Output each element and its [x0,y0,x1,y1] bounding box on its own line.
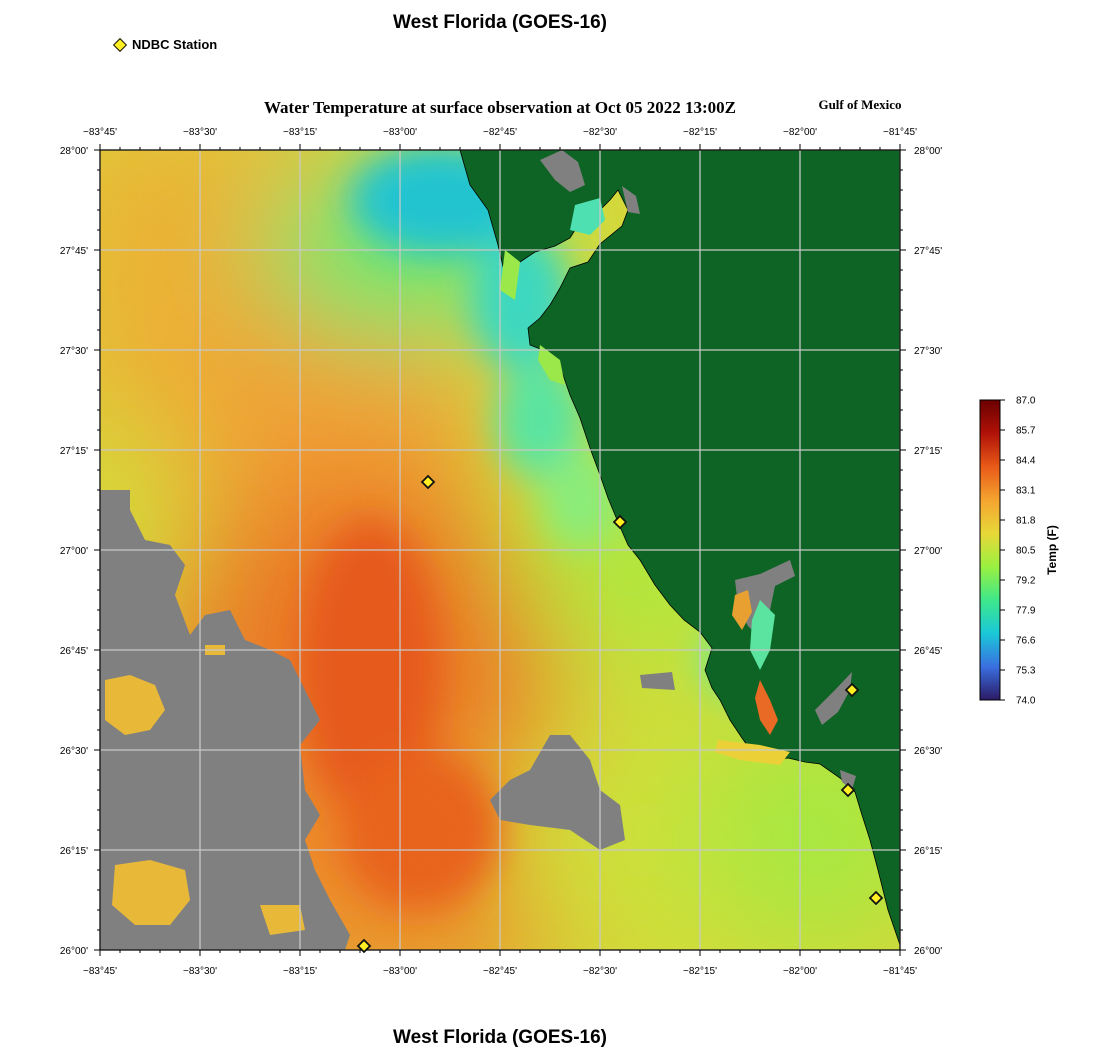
lon-tick-label-bottom: −83°30' [183,966,217,977]
lon-tick-label-bottom: −82°30' [583,966,617,977]
lat-tick-label-right: 27°00' [914,546,942,557]
lon-tick-label-top: −82°30' [583,127,617,138]
lon-tick-label-top: −81°45' [883,127,917,138]
legend-label: NDBC Station [132,37,218,52]
station-marker [356,938,372,954]
colorbar-tick-label: 84.4 [1016,456,1036,467]
lat-tick-label-right: 26°30' [914,746,942,757]
lon-tick-label-bottom: −82°45' [483,966,517,977]
colorbar-tick-label: 74.0 [1016,696,1036,707]
map-subtitle: Water Temperature at surface observation… [264,98,736,117]
lon-tick-label-bottom: −83°00' [383,966,417,977]
lon-tick-label-top: −83°15' [283,127,317,138]
lat-tick-label-left: 27°00' [60,546,88,557]
lat-tick-label-left: 28°00' [60,146,88,157]
colorbar-ramp [979,399,1001,701]
map-legend: NDBC Station [112,37,218,52]
colorbar-tick-label: 76.6 [1016,636,1036,647]
station-marker [420,474,436,490]
colorbar: 87.0 85.7 84.4 83.1 81.8 80.5 79.2 77.9 76.6 75.3… [979,396,1059,707]
lat-tick-label-right: 27°30' [914,346,942,357]
colorbar-tick-label: 79.2 [1016,576,1036,587]
lon-tick-label-top: −82°15' [683,127,717,138]
lon-tick-label-bottom: −83°15' [283,966,317,977]
station-marker [612,514,628,530]
lat-tick-label-left: 27°15' [60,446,88,457]
lon-tick-label-top: −83°30' [183,127,217,138]
colorbar-tick-label: 87.0 [1016,396,1036,407]
lon-tick-label-top: −82°00' [783,127,817,138]
map-frame [94,144,906,956]
colorbar-tick-label: 85.7 [1016,426,1036,437]
station-marker [868,890,884,906]
lon-tick-label-bottom: −81°45' [883,966,917,977]
lat-tick-label-left: 27°30' [60,346,88,357]
lat-tick-label-right: 26°15' [914,846,942,857]
lon-tick-label-bottom: −82°15' [683,966,717,977]
lat-tick-label-left: 26°30' [60,746,88,757]
lat-tick-label-right: 26°00' [914,946,942,957]
lat-tick-label-right: 27°15' [914,446,942,457]
lon-tick-label-bottom: −82°00' [783,966,817,977]
page-title: West Florida (GOES-16) [393,12,607,33]
lat-tick-label-right: 26°45' [914,646,942,657]
colorbar-tick-label: 81.8 [1016,516,1036,527]
colorbar-tick-label: 75.3 [1016,666,1036,677]
no-data-areas [100,490,870,950]
lat-tick-label-left: 26°15' [60,846,88,857]
colorbar-tick-label: 77.9 [1016,606,1036,617]
colorbar-title: Temp (F) [1045,525,1059,575]
colorbar-tick-label: 83.1 [1016,486,1036,497]
colorbar-tick-label: 80.5 [1016,546,1036,557]
axis-ticks: −83°45' −83°45' −83°30' −83°30' −83°15' −83°1… [60,127,942,977]
land-mass [459,150,900,946]
lat-tick-label-left: 26°45' [60,646,88,657]
lon-tick-label-top: −83°00' [383,127,417,138]
lat-tick-label-right: 27°45' [914,246,942,257]
lat-tick-label-right: 28°00' [914,146,942,157]
station-marker [844,682,860,698]
lat-tick-label-left: 26°00' [60,946,88,957]
lon-tick-label-bottom: −83°45' [83,966,117,977]
lat-tick-label-left: 27°45' [60,246,88,257]
ndbc-stations [356,474,884,954]
lon-tick-label-top: −83°45' [83,127,117,138]
lon-tick-label-top: −82°45' [483,127,517,138]
region-label: Gulf of Mexico [818,97,902,112]
station-marker [840,782,856,798]
page-title-bottom: West Florida (GOES-16) [393,1027,607,1048]
